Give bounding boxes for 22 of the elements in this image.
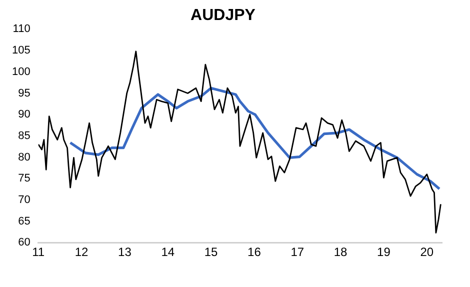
y-tick-label: 65 <box>18 215 30 228</box>
x-tick-label: 12 <box>74 245 89 260</box>
x-tick-label: 19 <box>377 245 391 260</box>
y-tick-label: 85 <box>18 130 30 142</box>
y-tick-label: 70 <box>18 194 30 206</box>
y-tick-label: 110 <box>12 23 30 36</box>
y-tick-label: 75 <box>18 172 30 185</box>
y-tick-label: 105 <box>12 44 30 57</box>
x-tick-label: 17 <box>290 245 304 260</box>
x-tick-label: 13 <box>118 245 132 260</box>
x-tick-label: 15 <box>204 245 218 260</box>
y-tick-label: 60 <box>18 236 30 249</box>
x-tick-label: 16 <box>248 245 262 260</box>
x-tick-label: 20 <box>420 245 434 260</box>
y-tick-label: 100 <box>12 66 30 78</box>
y-tick-label: 90 <box>18 108 30 121</box>
x-tick-label: 14 <box>161 245 175 260</box>
x-tick-label: 18 <box>334 245 348 260</box>
y-tick-label: 80 <box>18 151 30 164</box>
y-tick-label: 95 <box>18 87 30 100</box>
chart-title: AUDJPY <box>190 7 256 24</box>
x-tick-label: 11 <box>32 245 45 260</box>
